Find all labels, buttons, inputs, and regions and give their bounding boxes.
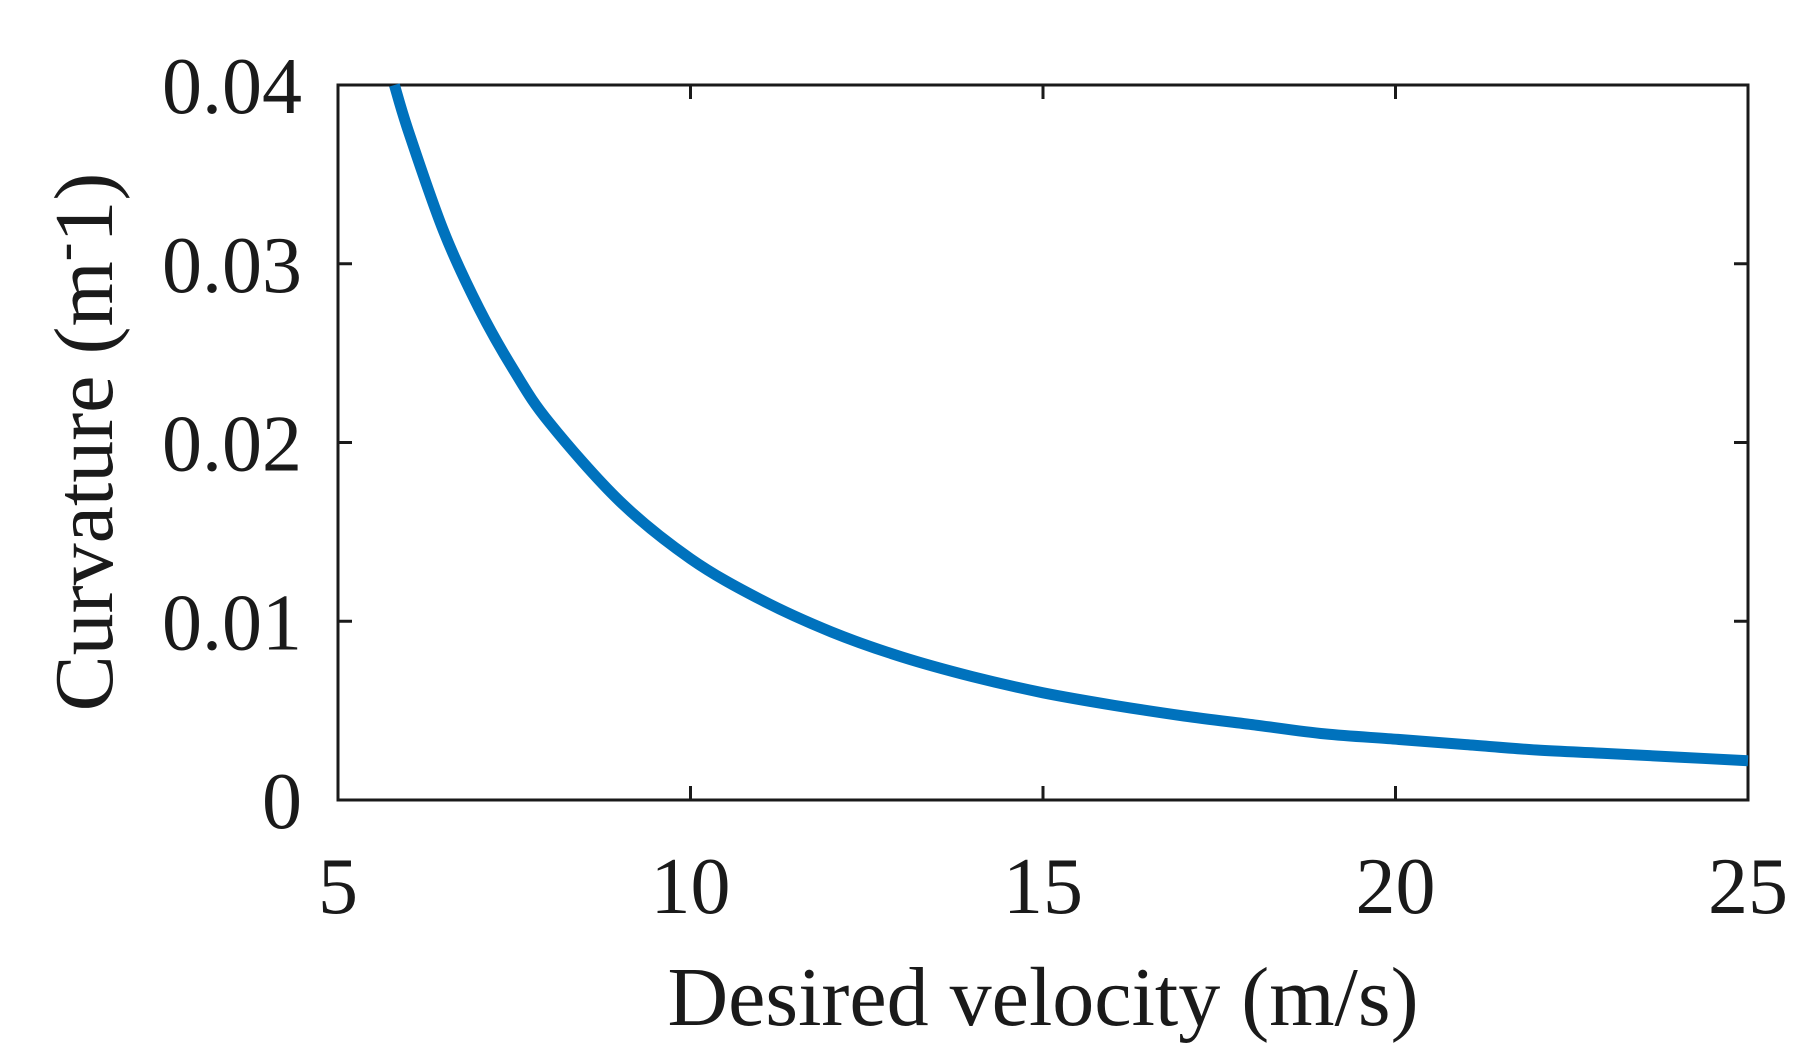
x-tick-label-3: 20: [1356, 843, 1436, 931]
axis-ticks: [336, 83, 1750, 802]
x-axis-label: Desired velocity (m/s): [667, 951, 1418, 1044]
y-tick-labels: 0 0.01 0.02 0.03 0.04: [162, 43, 302, 846]
x-tick-label-4: 25: [1708, 843, 1788, 931]
y-tick-label-1: 0.01: [162, 579, 302, 667]
y-tick-label-4: 0.04: [162, 43, 302, 131]
y-axis-label-tail: 1): [38, 173, 131, 243]
y-axis-label-superscript: -: [33, 243, 95, 262]
y-axis-label-main: Curvature (m: [38, 261, 131, 711]
y-axis-label: Curvature (m-1): [33, 173, 131, 712]
y-tick-label-3: 0.03: [162, 222, 302, 310]
x-tick-label-1: 10: [651, 843, 731, 931]
curvature-series-line: [389, 83, 1749, 767]
x-tick-label-0: 5: [318, 843, 358, 931]
y-tick-label-2: 0.02: [162, 401, 302, 489]
y-tick-label-0: 0: [262, 758, 302, 846]
x-tick-labels: 5 10 15 20 25: [318, 843, 1788, 931]
plot-area: [336, 83, 1750, 802]
x-tick-label-2: 15: [1003, 843, 1083, 931]
